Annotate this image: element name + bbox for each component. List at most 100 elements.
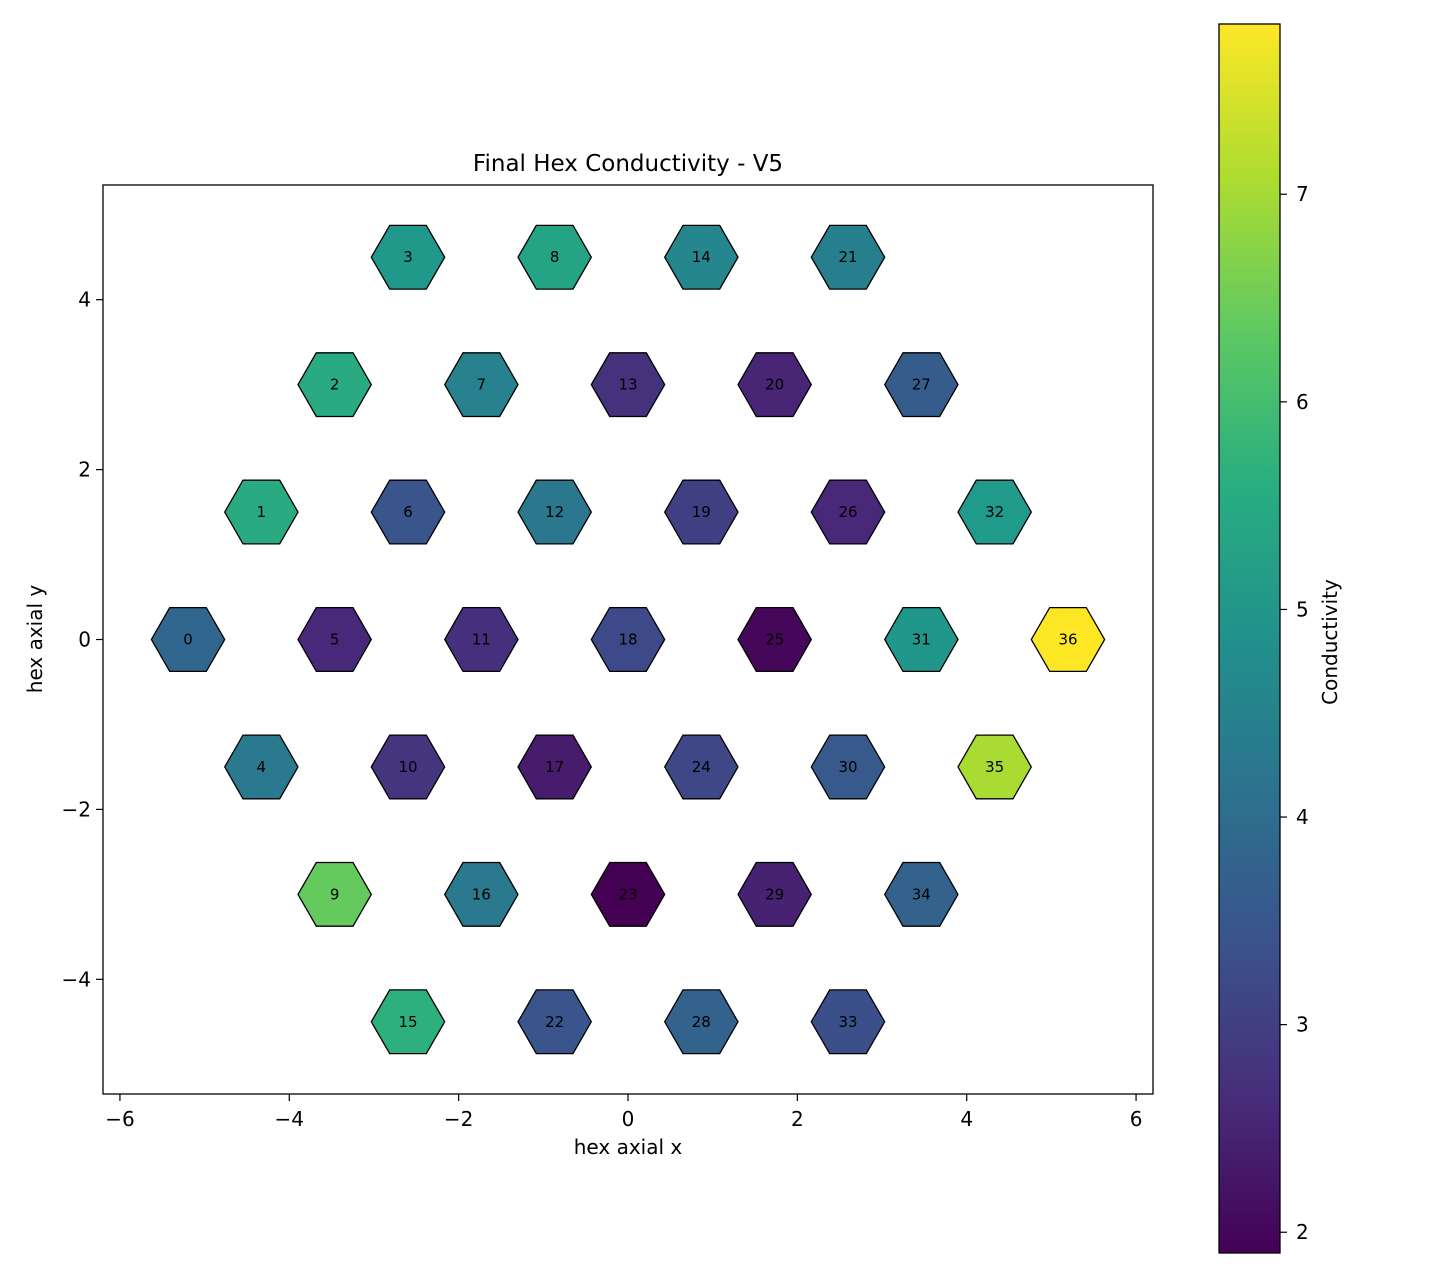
hex-cell-24: 24 [663, 734, 739, 800]
hex-cell-label: 21 [838, 248, 857, 266]
x-tick-label: −6 [105, 1107, 134, 1131]
hex-cell-label: 4 [257, 758, 267, 776]
hex-cell-17: 17 [517, 734, 593, 800]
hex-cell-35: 35 [957, 734, 1033, 800]
hex-cell-shape [370, 224, 446, 290]
colorbar-ticks: 2 3 4 5 6 7 [1280, 182, 1309, 1244]
hex-cell-shape [370, 479, 446, 545]
hex-cell-shape [370, 734, 446, 800]
hex-cell-label: 23 [618, 885, 637, 903]
hex-cell-label: 3 [403, 248, 413, 266]
hex-cell-26: 26 [810, 479, 886, 545]
hex-cell-9: 9 [297, 861, 373, 927]
y-tick-label: −4 [62, 967, 91, 991]
hex-cell-shape [810, 479, 886, 545]
hex-cell-shape [517, 224, 593, 290]
y-tick-label: 4 [78, 288, 91, 312]
x-tick-label: 4 [960, 1107, 973, 1131]
hex-cell-label: 30 [838, 758, 857, 776]
x-axis-ticks: −6 −4 −2 0 2 4 6 [105, 1094, 1142, 1131]
hex-cell-shape [663, 989, 739, 1055]
y-tick-label: 2 [78, 458, 91, 482]
hex-cell-shape [517, 989, 593, 1055]
colorbar [1218, 23, 1281, 1254]
hex-cell-label: 28 [692, 1013, 711, 1031]
hex-cell-27: 27 [883, 352, 959, 418]
hex-cell-label: 33 [838, 1013, 857, 1031]
hex-cell-shape [590, 861, 666, 927]
hex-cell-shape [883, 606, 959, 673]
hex-cell-label: 13 [618, 376, 637, 394]
hex-cell-3: 3 [370, 224, 446, 290]
hex-cell-21: 21 [810, 224, 886, 290]
colorbar-tick-label: 2 [1296, 1220, 1309, 1244]
x-tick-label: −4 [275, 1107, 304, 1131]
colorbar-tick-label: 3 [1296, 1013, 1309, 1037]
hex-cell-label: 31 [912, 631, 931, 649]
hex-cell-11: 11 [443, 606, 519, 673]
hex-cell-shape [297, 606, 373, 673]
hex-cell-8: 8 [517, 224, 593, 290]
hex-cell-label: 35 [985, 758, 1004, 776]
hex-cell-shape [883, 861, 959, 927]
hex-cell-label: 5 [330, 631, 340, 649]
hex-cell-1: 1 [223, 479, 299, 545]
hex-cell-0: 0 [150, 606, 226, 673]
hex-cell-shape [737, 606, 813, 673]
hex-cell-16: 16 [443, 861, 519, 927]
hex-cell-label: 11 [472, 631, 491, 649]
hex-cell-label: 14 [692, 248, 711, 266]
hex-cell-15: 15 [370, 989, 446, 1055]
hex-cell-shape [370, 989, 446, 1055]
y-axis-label: hex axial y [23, 585, 47, 694]
hex-cell-36: 36 [1030, 606, 1106, 673]
hex-cell-shape [150, 606, 226, 673]
hex-cell-31: 31 [883, 606, 959, 673]
hex-cell-label: 17 [545, 758, 564, 776]
hex-cell-shape [663, 479, 739, 545]
hex-cell-label: 20 [765, 376, 784, 394]
hex-cell-shape [737, 352, 813, 418]
hex-cell-shape [810, 734, 886, 800]
hex-cell-label: 12 [545, 503, 564, 521]
colorbar-tick-label: 7 [1296, 182, 1309, 206]
hex-cell-shape [223, 479, 299, 545]
hex-cell-shape [297, 861, 373, 927]
hex-cell-29: 29 [737, 861, 813, 927]
hex-cell-shape [883, 352, 959, 418]
colorbar-tick-label: 6 [1296, 390, 1309, 414]
hex-cell-19: 19 [663, 479, 739, 545]
hex-cell-28: 28 [663, 989, 739, 1055]
hex-cell-shape [517, 734, 593, 800]
hex-cell-shape [443, 606, 519, 673]
hex-cell-label: 9 [330, 885, 340, 903]
y-tick-label: 0 [78, 628, 91, 652]
hex-cell-shape [223, 734, 299, 800]
hex-cell-32: 32 [957, 479, 1033, 545]
hex-cell-25: 25 [737, 606, 813, 673]
y-tick-label: −2 [62, 797, 91, 821]
colorbar-tick-label: 4 [1296, 805, 1309, 829]
hex-cell-label: 15 [398, 1013, 417, 1031]
hex-cell-shape [737, 861, 813, 927]
hex-cell-label: 6 [403, 503, 413, 521]
y-axis-ticks: −4 −2 0 2 4 [62, 288, 103, 991]
hex-cell-label: 36 [1058, 631, 1077, 649]
hex-cell-label: 29 [765, 885, 784, 903]
hex-cell-label: 27 [912, 376, 931, 394]
hex-cell-label: 0 [183, 631, 193, 649]
hex-cell-shape [517, 479, 593, 545]
hex-cell-label: 8 [550, 248, 560, 266]
hex-cell-label: 18 [618, 631, 637, 649]
hex-cell-shape [443, 352, 519, 418]
hex-cell-shape [590, 606, 666, 673]
hex-cell-shape [297, 352, 373, 418]
hex-cell-6: 6 [370, 479, 446, 545]
hex-cell-30: 30 [810, 734, 886, 800]
hex-cell-shape [663, 734, 739, 800]
hex-cell-label: 7 [477, 376, 487, 394]
hex-cell-7: 7 [443, 352, 519, 418]
hex-cell-shape [957, 734, 1033, 800]
